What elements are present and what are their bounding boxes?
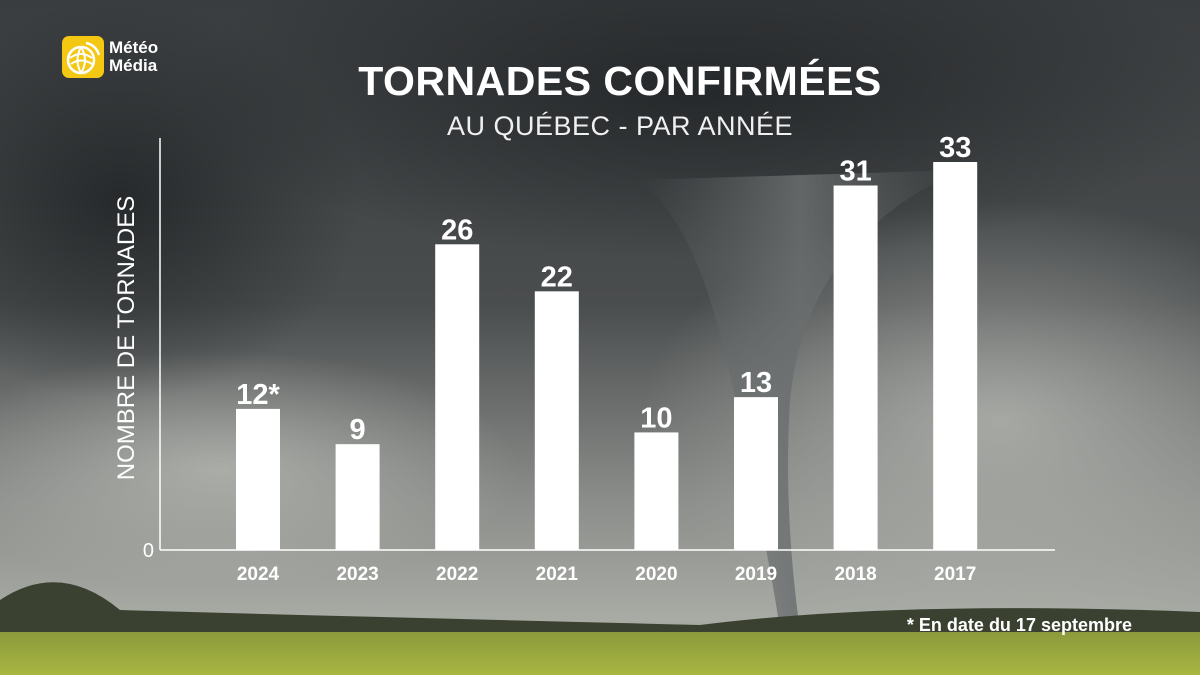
x-tick-label-2023: 2023 xyxy=(336,564,378,585)
data-label-2022: 26 xyxy=(441,214,473,246)
meteomedia-logo: Météo Média xyxy=(62,36,158,78)
y-tick-label-0: 0 xyxy=(143,540,154,562)
bar-2019 xyxy=(734,397,778,550)
x-tick-label-2021: 2021 xyxy=(536,564,579,585)
data-label-2021: 22 xyxy=(541,261,573,293)
bar-2022 xyxy=(435,244,480,550)
bar-2023 xyxy=(335,444,380,550)
data-label-2019: 13 xyxy=(740,367,772,399)
data-label-2017: 33 xyxy=(939,132,971,164)
chart-title: TORNADES CONFIRMÉES xyxy=(358,58,882,104)
data-label-2020: 10 xyxy=(640,402,672,434)
x-tick-label-2020: 2020 xyxy=(635,564,677,585)
meteomedia-logo-text: Météo Média xyxy=(109,39,158,75)
x-tick-label-2017: 2017 xyxy=(934,564,976,585)
data-label-2023: 9 xyxy=(350,414,366,446)
meteomedia-logo-icon xyxy=(62,36,104,78)
bar-2020 xyxy=(634,432,679,550)
bar-2024 xyxy=(236,408,280,550)
bar-2021 xyxy=(534,291,579,550)
x-tick-label-2022: 2022 xyxy=(436,564,478,585)
x-tick-label-2024: 2024 xyxy=(237,564,280,585)
logo-line-1: Météo xyxy=(109,38,159,57)
bar-2018 xyxy=(833,185,878,551)
footnote: * En date du 17 septembre xyxy=(906,615,1132,635)
x-tick-label-2018: 2018 xyxy=(834,564,876,585)
x-tick-label-2019: 2019 xyxy=(735,564,777,585)
data-label-2018: 31 xyxy=(839,156,871,188)
bar-2017 xyxy=(933,162,978,550)
chart-subtitle: AU QUÉBEC - PAR ANNÉE xyxy=(446,111,794,141)
logo-line-2: Média xyxy=(109,56,158,75)
data-label-2024: 12* xyxy=(236,379,280,411)
